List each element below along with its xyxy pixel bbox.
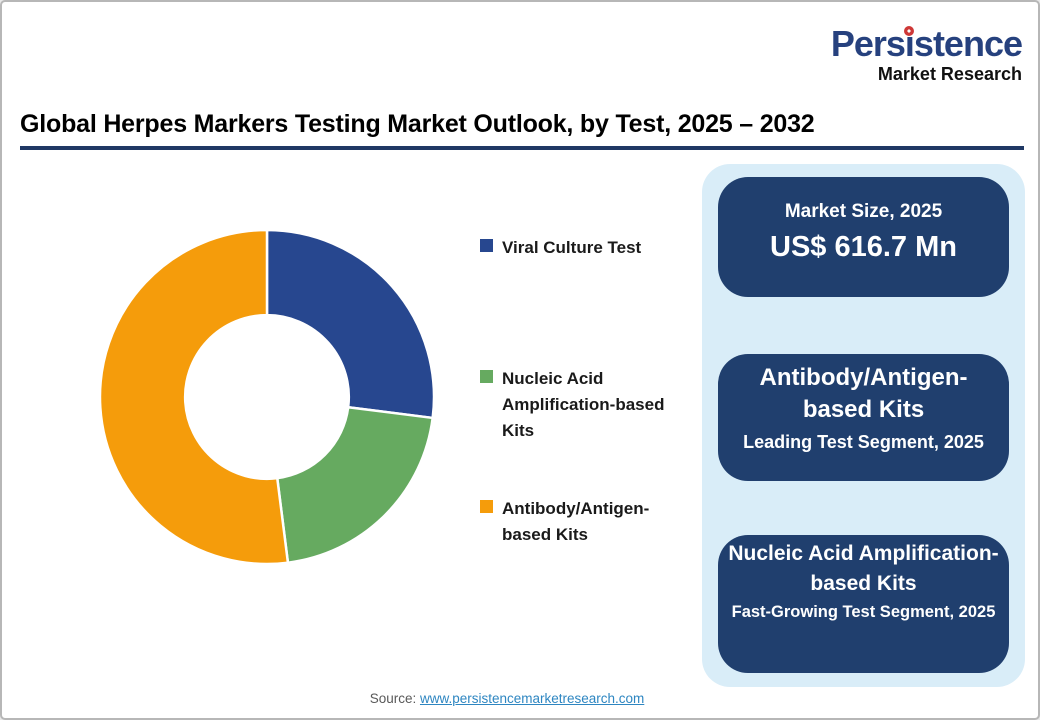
legend-label: Viral Culture Test <box>502 238 642 257</box>
legend-item-viral-culture-test: Viral Culture Test <box>480 235 676 261</box>
legend-item-nucleic-acid-kits: Nucleic Acid Amplification-based Kits <box>480 366 676 444</box>
source-label: Source: <box>369 691 420 706</box>
legend-label: Nucleic Acid Amplification-based Kits <box>502 369 665 440</box>
pmr-logo: Persi stence Market Research <box>830 23 1023 84</box>
market-size-card: Market Size, 2025 US$ 616.7 Mn <box>718 177 1009 297</box>
leading-segment-name: Antibody/Antigen-based Kits <box>759 364 968 423</box>
legend-item-antibody-antigen-kits: Antibody/Antigen-based Kits <box>480 496 676 548</box>
fast-growing-segment-caption: Fast-Growing Test Segment, 2025 <box>731 603 996 621</box>
leading-segment-card: Antibody/Antigen-based Kits Leading Test… <box>718 354 1009 481</box>
highlights-panel: Market Size, 2025 US$ 616.7 Mn Antibody/… <box>702 164 1025 687</box>
donut-chart-container <box>97 227 437 567</box>
logo-red-dot-icon <box>904 26 915 36</box>
fast-growing-segment-card: Nucleic Acid Amplification-based Kits Fa… <box>718 535 1009 673</box>
logo-text-pre: Pers <box>830 23 906 64</box>
market-size-value: US$ 616.7 Mn <box>770 231 957 263</box>
logo-text-post: stence <box>913 23 1023 64</box>
legend-swatch-orange-icon <box>480 500 493 513</box>
source-line: Source: www.persistencemarketresearch.co… <box>2 691 1012 706</box>
donut-segment-2 <box>98 228 290 566</box>
legend-swatch-green-icon <box>480 370 493 383</box>
donut-segment-1 <box>276 406 434 564</box>
legend-label: Antibody/Antigen-based Kits <box>502 499 650 544</box>
logo-letter-i: i <box>904 23 915 64</box>
donut-segment-0 <box>265 228 436 420</box>
page-title: Global Herpes Markers Testing Market Out… <box>20 110 815 138</box>
fast-growing-segment-name: Nucleic Acid Amplification-based Kits <box>728 542 999 595</box>
logo-subtitle: Market Research <box>877 64 1022 84</box>
logo-wordmark: Persi stence <box>830 23 1023 64</box>
title-underline <box>20 146 1024 150</box>
source-link[interactable]: www.persistencemarketresearch.com <box>419 691 645 706</box>
market-size-title: Market Size, 2025 <box>784 201 943 222</box>
donut-chart <box>98 228 436 566</box>
leading-segment-caption: Leading Test Segment, 2025 <box>743 432 984 452</box>
legend-swatch-blue-icon <box>480 239 493 252</box>
